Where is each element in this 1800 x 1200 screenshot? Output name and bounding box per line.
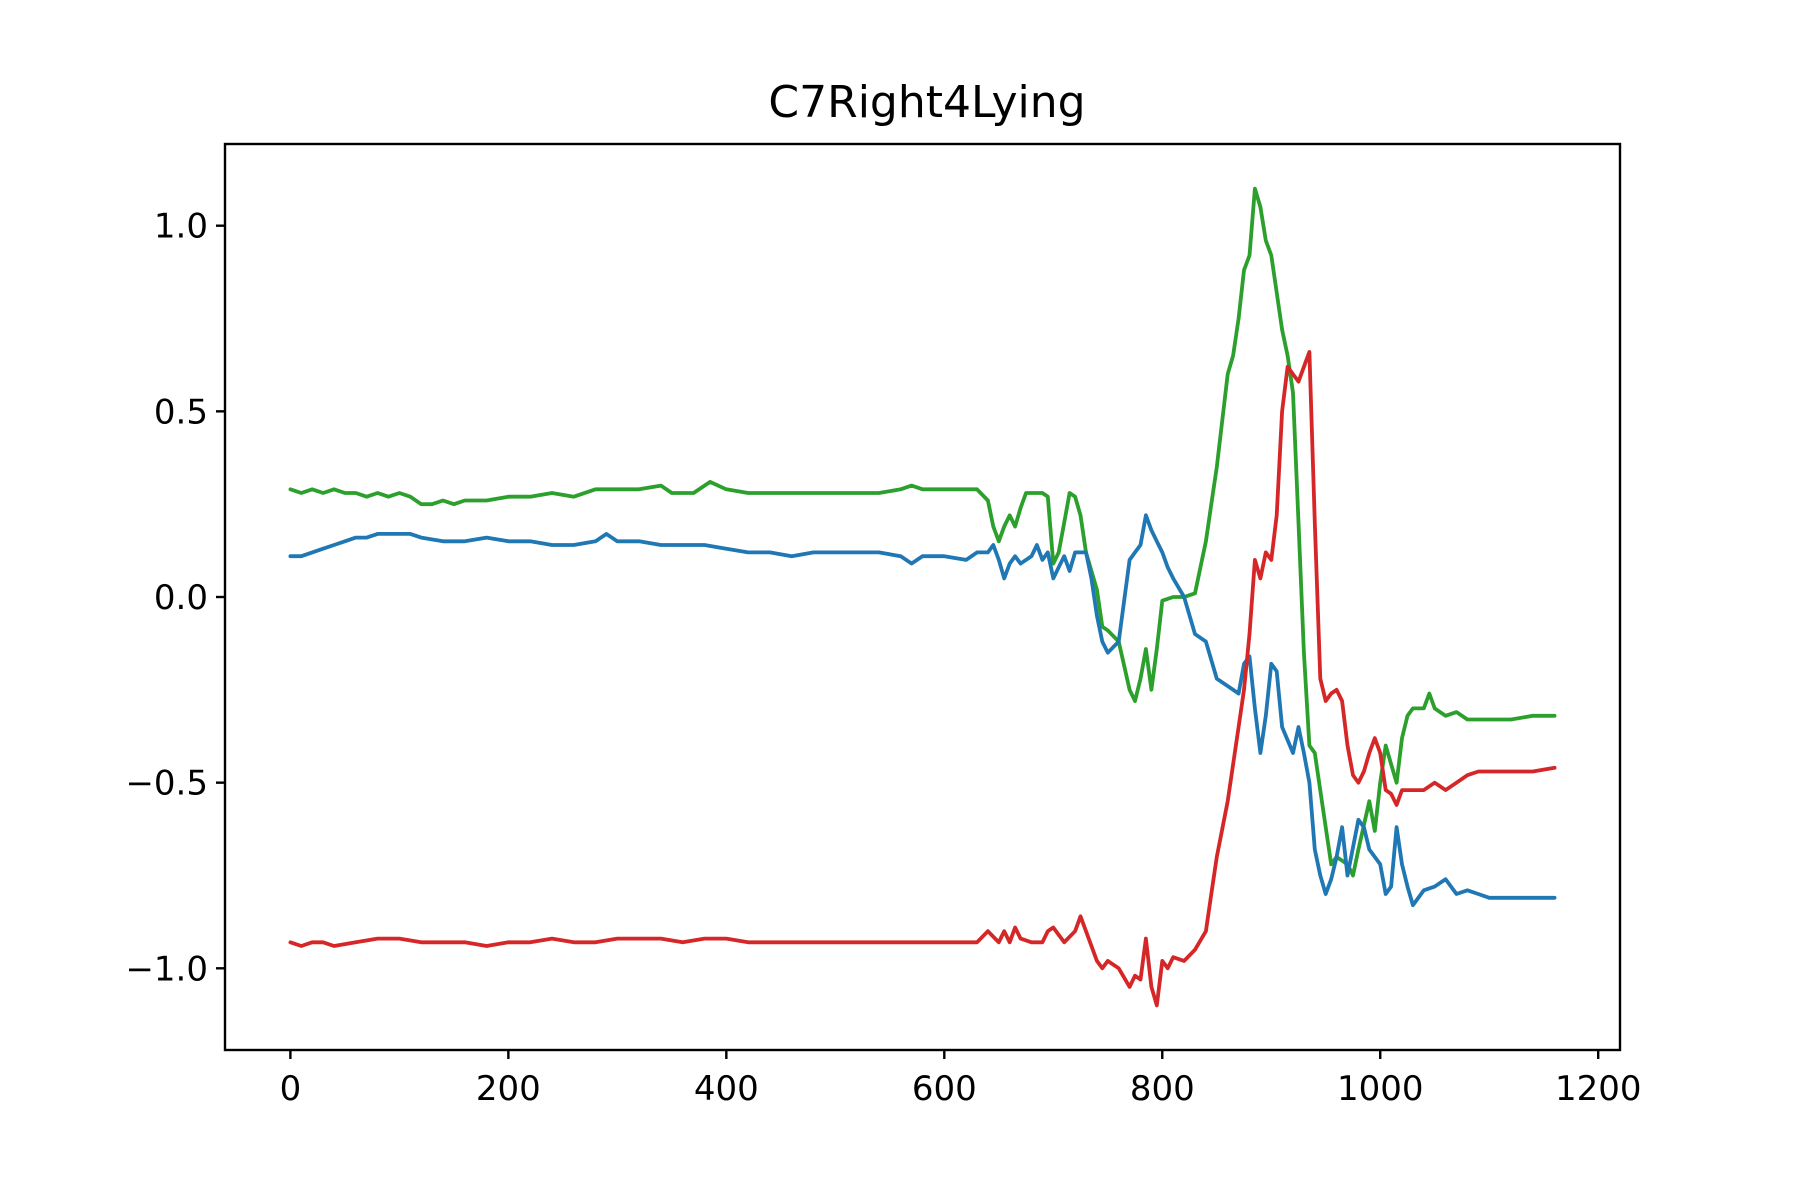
x-tick-label: 600: [912, 1069, 977, 1109]
y-tick-label: −0.5: [125, 764, 208, 804]
y-axis: 1.0 0.5 0.0 −0.5 −1.0: [125, 207, 225, 989]
y-tick-label: 1.0: [154, 207, 208, 247]
series-layer: [288, 186, 1557, 1008]
x-axis: 0 200 400 600 800 1000 1200: [280, 1050, 1642, 1109]
series-line-1: [288, 186, 1557, 878]
chart-title: C7Right4Lying: [768, 77, 1085, 128]
x-tick-label: 800: [1130, 1069, 1195, 1109]
y-tick-label: 0.5: [154, 392, 208, 432]
series-line-3: [288, 349, 1557, 1008]
y-tick-label: 0.0: [154, 578, 208, 618]
x-tick-label: 200: [476, 1069, 541, 1109]
series-line-2: [288, 513, 1557, 908]
x-tick-label: 1200: [1555, 1069, 1642, 1109]
x-tick-label: 400: [694, 1069, 759, 1109]
x-tick-label: 1000: [1337, 1069, 1424, 1109]
y-tick-label: −1.0: [125, 949, 208, 989]
plot-frame: [223, 142, 1622, 1052]
x-tick-label: 0: [280, 1069, 302, 1109]
